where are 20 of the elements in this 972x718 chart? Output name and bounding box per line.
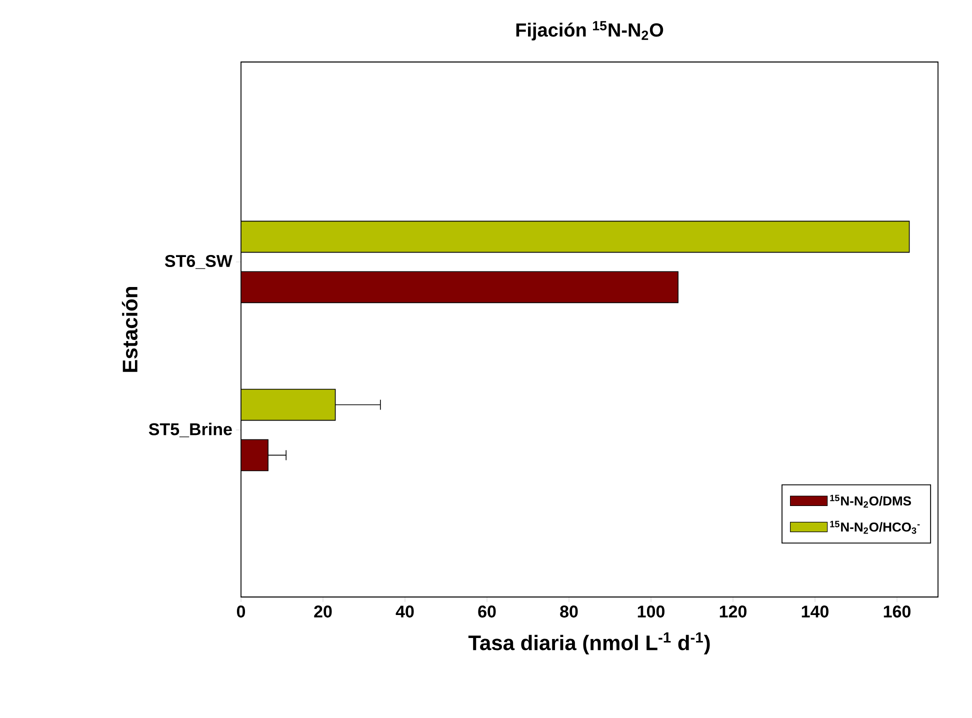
x-tick-label: 0: [236, 606, 246, 618]
x-tick-label: 100: [638, 606, 664, 618]
bar: [241, 220, 910, 253]
legend-label: $^{15}$N-N$_{2}$O/HCO$_{3}$-: [830, 520, 920, 534]
x-axis-title: Tasa diaria (nmol L$^{-1}$ d$^{-1}$): [468, 632, 710, 654]
x-tick-label: 80: [560, 606, 578, 618]
legend-label: $^{15}$N-N$_{2}$O/DMS: [830, 494, 911, 508]
x-tick-label: 20: [314, 606, 332, 618]
y-tick-label: ST5_Brine: [148, 422, 232, 438]
bar: [241, 439, 268, 472]
x-tick-label: 140: [802, 606, 828, 618]
x-tick-label: 160: [884, 606, 910, 618]
y-axis-title: Estación: [122, 287, 138, 372]
y-tick-label: ST6_SW: [164, 254, 232, 269]
bar: [241, 388, 336, 421]
x-tick-label: 60: [478, 606, 496, 618]
chart-title: Fijación $^{15}$N-N$_{2}$O: [516, 21, 664, 40]
bar: [241, 271, 678, 304]
x-tick-label: 40: [396, 606, 414, 618]
x-tick-label: 120: [720, 606, 746, 618]
